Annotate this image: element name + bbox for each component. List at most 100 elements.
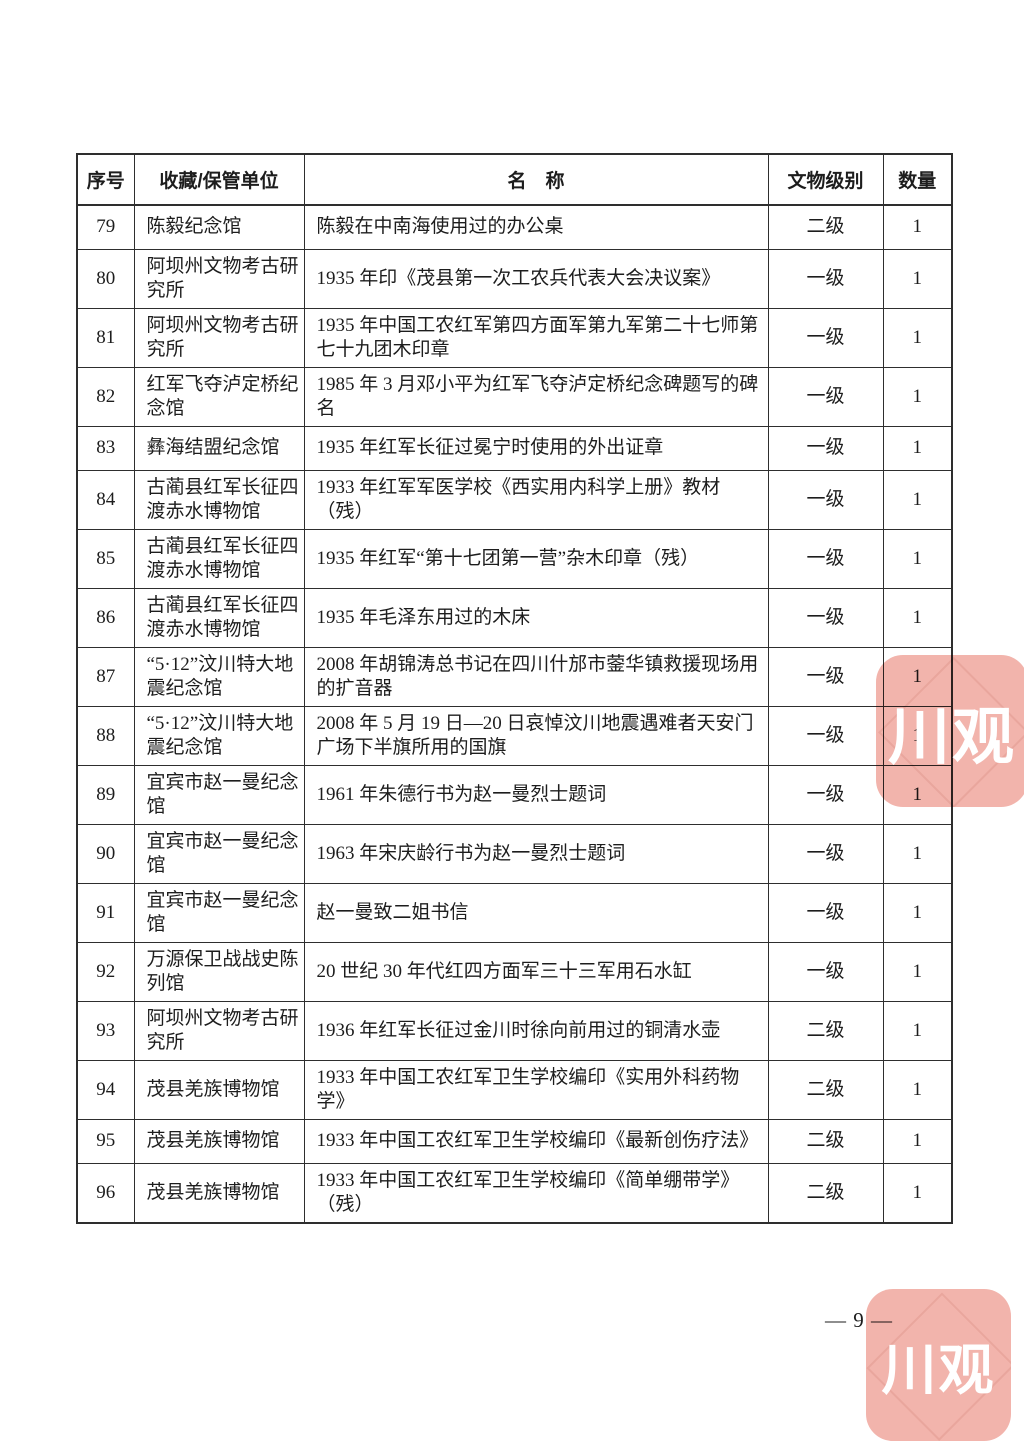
relic-name-cell: 1961 年朱德行书为赵一曼烈士题词 <box>303 764 769 825</box>
relic-name-cell: 1935 年毛泽东用过的木床 <box>303 587 769 648</box>
quantity-cell: 1 <box>882 1000 953 1061</box>
quantity-cell: 1 <box>882 882 953 943</box>
relic-name-cell: 1935 年红军“第十七团第一营”杂木印章（残） <box>303 528 769 589</box>
table-row: 88 “5·12”汶川特大地震纪念馆 2008 年 5 月 19 日—20 日哀… <box>76 705 953 766</box>
table-row: 91 宜宾市赵一曼纪念馆 赵一曼致二姐书信 一级 1 <box>76 882 953 943</box>
relic-level-cell: 一级 <box>767 764 884 825</box>
relic-level-cell: 一级 <box>767 425 884 471</box>
table-row: 83 彝海结盟纪念馆 1935 年红军长征过冕宁时使用的外出证章 一级 1 <box>76 425 953 471</box>
relic-name-cell: 1935 年印《茂县第一次工农兵代表大会决议案》 <box>303 248 769 309</box>
serial-number-cell: 79 <box>76 204 135 250</box>
relic-name-cell: 20 世纪 30 年代红四方面军三十三军用石水缸 <box>303 941 769 1002</box>
quantity-cell: 1 <box>882 705 953 766</box>
custody-unit-cell: 阿坝州文物考古研究所 <box>133 1000 305 1061</box>
serial-number-cell: 96 <box>76 1162 135 1223</box>
serial-number-cell: 94 <box>76 1059 135 1120</box>
quantity-cell: 1 <box>882 587 953 648</box>
serial-number-cell: 91 <box>76 882 135 943</box>
relic-level-cell: 一级 <box>767 307 884 368</box>
relic-name-cell: 1933 年中国工农红军卫生学校编印《简单绷带学》（残） <box>303 1162 769 1223</box>
header-relic-name: 名 称 <box>303 153 769 206</box>
relic-name-cell: 2008 年胡锦涛总书记在四川什邡市蓥华镇救援现场用的扩音器 <box>303 646 769 707</box>
relic-name-cell: 陈毅在中南海使用过的办公桌 <box>303 204 769 250</box>
table-row: 95 茂县羌族博物馆 1933 年中国工农红军卫生学校编印《最新创伤疗法》 二级… <box>76 1118 953 1164</box>
relic-level-cell: 二级 <box>767 1118 884 1164</box>
custody-unit-cell: 彝海结盟纪念馆 <box>133 425 305 471</box>
quantity-cell: 1 <box>882 469 953 530</box>
table-row: 92 万源保卫战战史陈列馆 20 世纪 30 年代红四方面军三十三军用石水缸 一… <box>76 941 953 1002</box>
table-row: 79 陈毅纪念馆 陈毅在中南海使用过的办公桌 二级 1 <box>76 204 953 250</box>
page-number: — 9 — <box>825 1308 893 1332</box>
relic-level-cell: 一级 <box>767 646 884 707</box>
custody-unit-cell: 古蔺县红军长征四渡赤水博物馆 <box>133 587 305 648</box>
serial-number-cell: 92 <box>76 941 135 1002</box>
table-row: 93 阿坝州文物考古研究所 1936 年红军长征过金川时徐向前用过的铜清水壶 二… <box>76 1000 953 1061</box>
relic-level-cell: 一级 <box>767 366 884 427</box>
relic-name-cell: 1985 年 3 月邓小平为红军飞夺泸定桥纪念碑题写的碑名 <box>303 366 769 427</box>
relic-name-cell: 1935 年红军长征过冕宁时使用的外出证章 <box>303 425 769 471</box>
relic-name-cell: 1963 年宋庆龄行书为赵一曼烈士题词 <box>303 823 769 884</box>
quantity-cell: 1 <box>882 204 953 250</box>
quantity-cell: 1 <box>882 1118 953 1164</box>
custody-unit-cell: 宜宾市赵一曼纪念馆 <box>133 764 305 825</box>
relic-level-cell: 二级 <box>767 1000 884 1061</box>
serial-number-cell: 89 <box>76 764 135 825</box>
custody-unit-cell: 阿坝州文物考古研究所 <box>133 248 305 309</box>
custody-unit-cell: 古蔺县红军长征四渡赤水博物馆 <box>133 469 305 530</box>
custody-unit-cell: 宜宾市赵一曼纪念馆 <box>133 823 305 884</box>
serial-number-cell: 80 <box>76 248 135 309</box>
table-row: 96 茂县羌族博物馆 1933 年中国工农红军卫生学校编印《简单绷带学》（残） … <box>76 1162 953 1223</box>
custody-unit-cell: 陈毅纪念馆 <box>133 204 305 250</box>
quantity-cell: 1 <box>882 823 953 884</box>
quantity-cell: 1 <box>882 366 953 427</box>
serial-number-cell: 88 <box>76 705 135 766</box>
quantity-cell: 1 <box>882 646 953 707</box>
table-row: 87 “5·12”汶川特大地震纪念馆 2008 年胡锦涛总书记在四川什邡市蓥华镇… <box>76 646 953 707</box>
custody-unit-cell: 阿坝州文物考古研究所 <box>133 307 305 368</box>
quantity-cell: 1 <box>882 1059 953 1120</box>
custody-unit-cell: “5·12”汶川特大地震纪念馆 <box>133 705 305 766</box>
quantity-cell: 1 <box>882 425 953 471</box>
header-serial-number: 序号 <box>76 153 135 206</box>
relics-table-body: 79 陈毅纪念馆 陈毅在中南海使用过的办公桌 二级 1 80 阿坝州文物考古研究… <box>76 204 953 1223</box>
custody-unit-cell: 红军飞夺泸定桥纪念馆 <box>133 366 305 427</box>
relic-name-cell: 1933 年中国工农红军卫生学校编印《实用外科药物学》 <box>303 1059 769 1120</box>
serial-number-cell: 93 <box>76 1000 135 1061</box>
serial-number-cell: 82 <box>76 366 135 427</box>
header-quantity: 数量 <box>882 153 953 206</box>
serial-number-cell: 86 <box>76 587 135 648</box>
serial-number-cell: 95 <box>76 1118 135 1164</box>
relic-name-cell: 赵一曼致二姐书信 <box>303 882 769 943</box>
serial-number-cell: 87 <box>76 646 135 707</box>
quantity-cell: 1 <box>882 307 953 368</box>
table-row: 90 宜宾市赵一曼纪念馆 1963 年宋庆龄行书为赵一曼烈士题词 一级 1 <box>76 823 953 884</box>
relic-level-cell: 一级 <box>767 248 884 309</box>
serial-number-cell: 81 <box>76 307 135 368</box>
quantity-cell: 1 <box>882 764 953 825</box>
table-row: 84 古蔺县红军长征四渡赤水博物馆 1933 年红军军医学校《西实用内科学上册》… <box>76 469 953 530</box>
relic-level-cell: 二级 <box>767 1059 884 1120</box>
relic-level-cell: 一级 <box>767 882 884 943</box>
relic-level-cell: 一级 <box>767 705 884 766</box>
custody-unit-cell: 万源保卫战战史陈列馆 <box>133 941 305 1002</box>
table-row: 86 古蔺县红军长征四渡赤水博物馆 1935 年毛泽东用过的木床 一级 1 <box>76 587 953 648</box>
custody-unit-cell: 古蔺县红军长征四渡赤水博物馆 <box>133 528 305 589</box>
serial-number-cell: 84 <box>76 469 135 530</box>
serial-number-cell: 85 <box>76 528 135 589</box>
custody-unit-cell: 茂县羌族博物馆 <box>133 1162 305 1223</box>
table-row: 89 宜宾市赵一曼纪念馆 1961 年朱德行书为赵一曼烈士题词 一级 1 <box>76 764 953 825</box>
custody-unit-cell: 茂县羌族博物馆 <box>133 1118 305 1164</box>
relics-table-header: 序号 收藏/保管单位 名 称 文物级别 数量 <box>76 153 953 206</box>
relic-name-cell: 1933 年红军军医学校《西实用内科学上册》教材（残） <box>303 469 769 530</box>
header-row: 序号 收藏/保管单位 名 称 文物级别 数量 <box>76 153 953 206</box>
relic-level-cell: 一级 <box>767 469 884 530</box>
serial-number-cell: 83 <box>76 425 135 471</box>
header-relic-level: 文物级别 <box>767 153 884 206</box>
table-row: 80 阿坝州文物考古研究所 1935 年印《茂县第一次工农兵代表大会决议案》 一… <box>76 248 953 309</box>
relic-name-cell: 2008 年 5 月 19 日—20 日哀悼汶川地震遇难者天安门广场下半旗所用的… <box>303 705 769 766</box>
table-row: 94 茂县羌族博物馆 1933 年中国工农红军卫生学校编印《实用外科药物学》 二… <box>76 1059 953 1120</box>
custody-unit-cell: 宜宾市赵一曼纪念馆 <box>133 882 305 943</box>
relic-name-cell: 1936 年红军长征过金川时徐向前用过的铜清水壶 <box>303 1000 769 1061</box>
table-row: 81 阿坝州文物考古研究所 1935 年中国工农红军第四方面军第九军第二十七师第… <box>76 307 953 368</box>
